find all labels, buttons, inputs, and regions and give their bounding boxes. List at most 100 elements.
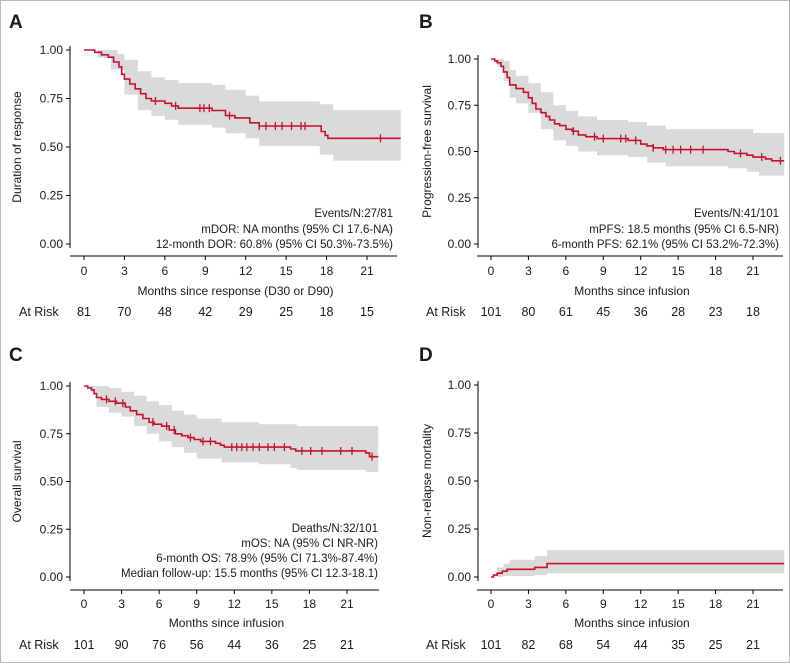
- panel-d: D 0.00 0.25 0.50 0.75 1.00 0 3 6 9 12 15 18 21 Non-rel…: [419, 345, 785, 652]
- y-axis-title: Overall survival: [10, 440, 24, 522]
- at-risk-count: 21: [746, 638, 760, 652]
- at-risk-count: 25: [709, 638, 723, 652]
- confidence-band: [84, 50, 401, 161]
- x-tick-label: 18: [709, 264, 723, 278]
- y-tick-label: 0.25: [40, 522, 64, 536]
- y-tick-label: 1.00: [40, 379, 64, 393]
- at-risk-count: 81: [77, 305, 91, 319]
- y-axis-title: Non-relapse mortality: [420, 424, 434, 538]
- y-tick-label: 0.50: [40, 475, 64, 489]
- panel-letter: B: [419, 12, 433, 33]
- at-risk-count: 42: [198, 305, 212, 319]
- x-tick-label: 0: [81, 597, 88, 611]
- x-tick-label: 21: [746, 264, 760, 278]
- y-tick-label: 0.25: [448, 522, 472, 536]
- x-tick-label: 6: [156, 597, 163, 611]
- survival-curve: [491, 58, 785, 162]
- stat-annotation: mPFS: 18.5 months (95% CI 6.5-NR): [589, 224, 779, 236]
- at-risk-count: 36: [634, 305, 648, 319]
- at-risk-count: 45: [596, 305, 610, 319]
- x-tick-label: 9: [202, 264, 209, 278]
- panel-b: B0.000.250.500.751.000 3 6 9 12 15 18 21Progres…: [419, 12, 785, 319]
- at-risk-count: 25: [302, 638, 316, 652]
- y-tick-label: 0.50: [448, 474, 472, 488]
- stat-annotation: 12-month DOR: 60.8% (95% CI 50.3%-73.5%): [156, 239, 393, 251]
- at-risk-label: At Risk: [19, 638, 59, 652]
- at-risk-count: 101: [481, 305, 502, 319]
- x-axis-title: Months since infusion: [574, 284, 689, 298]
- y-tick-label: 0.00: [40, 570, 64, 584]
- stat-annotation: Events/N:27/81: [314, 208, 393, 220]
- at-risk-count: 21: [340, 638, 354, 652]
- confidence-band: [491, 59, 785, 180]
- x-tick-label: 0: [81, 264, 88, 278]
- at-risk-label: At Risk: [426, 305, 466, 319]
- y-tick-label: 1.00: [448, 52, 472, 66]
- stat-annotation: Median follow-up: 15.5 months (95% CI 12…: [121, 568, 378, 580]
- panel-letter: A: [9, 12, 23, 33]
- at-risk-count: 54: [596, 638, 610, 652]
- at-risk-count: 44: [634, 638, 648, 652]
- panel-letter: C: [9, 345, 23, 366]
- confidence-band: [84, 386, 379, 476]
- y-tick-label: 0.00: [448, 570, 472, 584]
- y-tick-label: 0.25: [448, 191, 472, 205]
- y-tick-label: 0.00: [40, 237, 64, 251]
- at-risk-count: 18: [320, 305, 334, 319]
- at-risk-count: 35: [671, 638, 685, 652]
- x-axis-title: Months since response (D30 or D90): [137, 284, 333, 298]
- at-risk-count: 90: [115, 638, 129, 652]
- at-risk-count: 101: [74, 638, 95, 652]
- at-risk-count: 61: [559, 305, 573, 319]
- y-tick-label: 0.00: [448, 237, 472, 251]
- x-axis-title: Months since infusion: [574, 616, 689, 630]
- at-risk-label: At Risk: [426, 638, 466, 652]
- x-tick-label: 3: [525, 264, 532, 278]
- x-tick-label: 12: [634, 597, 648, 611]
- at-risk-count: 56: [190, 638, 204, 652]
- y-tick-label: 1.00: [40, 43, 64, 57]
- y-tick-label: 0.25: [40, 189, 64, 203]
- x-tick-label: 18: [709, 597, 723, 611]
- at-risk-count: 18: [746, 305, 760, 319]
- at-risk-label: At Risk: [19, 305, 59, 319]
- stat-annotation: mDOR: NA months (95% CI 17.6-NA): [201, 224, 393, 236]
- x-tick-label: 18: [303, 597, 317, 611]
- stat-annotation: 6-month OS: 78.9% (95% CI 71.3%-87.4%): [156, 553, 378, 565]
- at-risk-count: 68: [559, 638, 573, 652]
- at-risk-count: 29: [239, 305, 253, 319]
- x-tick-label: 3: [525, 597, 532, 611]
- at-risk-count: 76: [152, 638, 166, 652]
- x-tick-label: 21: [340, 597, 354, 611]
- y-tick-label: 0.75: [40, 427, 64, 441]
- at-risk-count: 15: [360, 305, 374, 319]
- x-tick-label: 21: [746, 597, 760, 611]
- y-tick-label: 0.75: [40, 92, 64, 106]
- x-tick-label: 9: [600, 264, 607, 278]
- y-axis-title: Duration of response: [10, 91, 24, 203]
- stat-annotation: mOS: NA (95% CI NR-NR): [241, 538, 378, 550]
- survival-curve: [491, 562, 785, 578]
- x-tick-label: 15: [265, 597, 279, 611]
- panel-letter: D: [419, 345, 433, 366]
- panel-a: A 0.00 0.25 0.50 0.75 1.00 0 3 6 9 12 15 18 21 Duratio…: [9, 12, 401, 319]
- y-tick-label: 0.75: [448, 426, 472, 440]
- x-tick-label: 12: [634, 264, 648, 278]
- y-tick-label: 0.50: [448, 145, 472, 159]
- panel-c: C0.000.250.500.751.000 3 6 9 12 15 18 21Overall…: [9, 345, 379, 652]
- stat-annotation: Events/N:41/101: [694, 208, 779, 220]
- stat-annotation: Deaths/N:32/101: [292, 523, 378, 535]
- at-risk-count: 48: [158, 305, 172, 319]
- x-tick-label: 3: [121, 264, 128, 278]
- x-tick-label: 9: [193, 597, 200, 611]
- x-tick-label: 21: [360, 264, 374, 278]
- x-tick-label: 15: [671, 264, 685, 278]
- x-tick-label: 12: [228, 597, 242, 611]
- x-tick-label: 6: [162, 264, 169, 278]
- x-tick-label: 18: [320, 264, 334, 278]
- x-tick-label: 0: [488, 264, 495, 278]
- survival-curve: [84, 385, 379, 458]
- at-risk-count: 80: [521, 305, 535, 319]
- y-axis-title: Progression-free survival: [420, 85, 434, 218]
- x-tick-label: 15: [671, 597, 685, 611]
